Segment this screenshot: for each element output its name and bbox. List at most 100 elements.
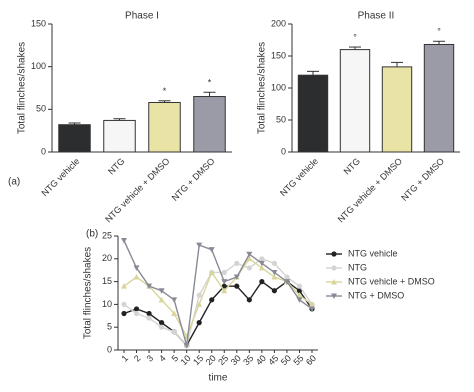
y-axis-label: Total flinches/shakes <box>17 42 28 134</box>
point <box>309 301 315 307</box>
point <box>221 279 228 285</box>
point <box>258 264 265 271</box>
x-axis-label: time <box>209 373 228 384</box>
significance-marker: * <box>163 86 167 96</box>
point <box>221 287 228 294</box>
y-axis-label: Total flinches/shakes <box>257 42 268 134</box>
point <box>171 329 177 335</box>
point <box>246 251 253 258</box>
point <box>234 260 240 266</box>
bar <box>148 102 181 153</box>
x-tick-label: 60 <box>304 353 318 367</box>
point <box>271 260 277 266</box>
y-tick-label: 200 <box>271 18 286 28</box>
point <box>133 265 140 271</box>
bar <box>381 66 413 153</box>
point <box>196 301 203 307</box>
x-tick-label: NTG <box>342 156 363 177</box>
y-tick-label: 150 <box>271 50 286 60</box>
y-tick-label: 0 <box>281 146 286 156</box>
point <box>259 279 265 285</box>
point <box>221 269 227 276</box>
point <box>234 283 240 289</box>
bar <box>58 124 91 153</box>
point <box>171 297 178 303</box>
point <box>221 283 227 289</box>
y-tick-label: 0 <box>107 344 112 354</box>
point <box>196 292 202 298</box>
y-tick-label: 20 <box>102 253 112 263</box>
panel-label: (a) <box>8 177 20 188</box>
point <box>246 297 252 303</box>
point <box>133 274 140 280</box>
point <box>171 310 178 317</box>
legend-label: NTG + DMSO <box>348 290 404 300</box>
y-tick-label: 10 <box>102 299 112 309</box>
significance-marker: ° <box>353 32 357 42</box>
x-tick-label: NTG vehicle <box>40 156 82 198</box>
point <box>331 265 337 271</box>
point <box>158 288 165 294</box>
point <box>309 306 315 312</box>
point <box>331 279 337 285</box>
y-axis-label: Total flinches/shakes <box>83 247 94 339</box>
point <box>183 342 190 349</box>
series-line <box>123 257 313 338</box>
point <box>133 306 140 312</box>
legend-label: NTG vehicle <box>348 248 398 258</box>
point <box>271 269 278 276</box>
point <box>296 297 303 303</box>
point <box>133 310 140 317</box>
point <box>246 255 253 262</box>
point <box>271 274 278 280</box>
point <box>121 310 127 317</box>
point <box>159 320 165 326</box>
x-tick-label: NTG + DMSO <box>170 156 217 203</box>
y-tick-label: 100 <box>31 61 46 71</box>
y-tick-label: 100 <box>271 82 286 92</box>
point <box>296 283 303 289</box>
significance-marker: ° <box>437 27 441 37</box>
point <box>196 242 203 249</box>
panel-label: (b) <box>86 229 98 240</box>
y-tick-label: 0 <box>41 146 46 156</box>
point <box>146 315 152 321</box>
series-line <box>123 240 313 346</box>
x-tick-label: 3 <box>145 353 156 364</box>
y-tick-label: 50 <box>36 104 46 114</box>
point <box>258 260 265 267</box>
x-tick-label: 4 <box>157 353 168 364</box>
point <box>296 288 303 294</box>
point <box>296 292 303 298</box>
x-tick-label: NTG + DMSO <box>399 156 446 203</box>
legend-label: NTG vehicle + DMSO <box>348 276 435 286</box>
chart-title: Phase II <box>358 11 395 22</box>
y-tick-label: 50 <box>276 114 286 124</box>
bar <box>339 49 371 153</box>
bar <box>423 43 455 153</box>
point <box>208 269 215 275</box>
bar <box>297 74 329 153</box>
x-tick-label: 1 <box>119 353 130 364</box>
point <box>331 293 337 299</box>
bar <box>103 119 136 153</box>
legend-label: NTG <box>348 262 367 272</box>
point <box>331 251 337 257</box>
point <box>121 301 127 307</box>
point <box>283 279 290 285</box>
series-line <box>123 258 313 347</box>
point <box>146 283 153 290</box>
point <box>284 274 290 280</box>
chart-title: Phase I <box>125 11 159 22</box>
point <box>271 288 277 294</box>
y-tick-label: 25 <box>102 230 112 240</box>
point <box>196 320 202 326</box>
significance-marker: * <box>208 78 212 88</box>
point <box>146 310 152 317</box>
x-tick-label: 2 <box>132 353 143 364</box>
point <box>158 296 165 303</box>
y-tick-label: 15 <box>102 276 112 286</box>
x-tick-label: NTG vehicle <box>278 156 320 198</box>
y-tick-label: 150 <box>31 18 46 28</box>
point <box>233 274 240 281</box>
